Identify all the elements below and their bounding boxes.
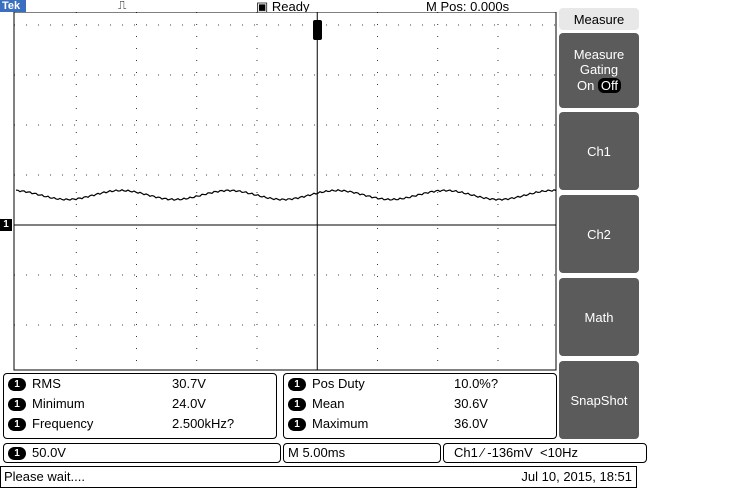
menu-button[interactable]: Ch1 — [559, 112, 639, 190]
trigger-position — [313, 20, 322, 40]
measurement-row: 1 Maximum 36.0V — [284, 414, 556, 434]
scale: 50.0V — [32, 445, 66, 460]
gating-label: Measure Gating — [569, 47, 629, 77]
brand: Tek — [0, 0, 26, 12]
trigger-info: Ch1 ⁄ -136mV <10Hz — [443, 443, 647, 463]
plot-frame — [14, 12, 556, 370]
measurement-value: 2.500kHz? — [172, 414, 234, 434]
measurement-value: 36.0V — [454, 414, 488, 434]
measurement-value: 30.7V — [172, 374, 206, 394]
datetime: Jul 10, 2015, 18:51 — [521, 467, 632, 487]
measurement-name: Pos Duty — [312, 376, 365, 391]
measurement-value: 30.6V — [454, 394, 488, 414]
measurement-name: Mean — [312, 396, 345, 411]
status-message: Please wait.... — [4, 467, 85, 487]
measurement-row: 1 Pos Duty 10.0%? — [284, 374, 556, 394]
measurement-value: 24.0V — [172, 394, 206, 414]
menu-button[interactable]: SnapShot — [559, 361, 639, 439]
graticule — [0, 12, 557, 372]
menu-button[interactable]: Math — [559, 278, 639, 356]
channel-scale: 1 50.0V — [3, 443, 281, 463]
scope-screen: Tek ⎍ ▣ Ready M Pos: 0.000s 1 1RMS30.7V1… — [0, 0, 739, 488]
channel-badge: 1 — [8, 447, 26, 460]
trigger-freq: <10Hz — [540, 445, 578, 460]
menu-button[interactable]: Ch2 — [559, 195, 639, 273]
measurement-panel-right: 1 Pos Duty 10.0%? 1 Mean 30.6V 1 Maximum 36.0V — [283, 373, 557, 439]
channel-marker: 1 — [0, 219, 12, 231]
measurement-row: 1 Minimum 24.0V — [4, 394, 276, 414]
measurement-value: 10.0%? — [454, 374, 498, 394]
channel-badge: 1 — [288, 398, 306, 411]
channel-badge: 1 — [288, 418, 306, 431]
measurement-panel-left: 1 RMS 30.7V 1 Minimum 24.0V 1 Frequency 2.500kHz… — [3, 373, 277, 439]
gating-on: On — [577, 78, 594, 93]
timebase: M 5.00ms — [283, 443, 441, 463]
channel-badge: 1 — [8, 378, 26, 391]
trigger-source: Ch1 — [454, 445, 478, 460]
channel-badge: 1 — [288, 378, 306, 391]
channel-badge: 1 — [8, 398, 26, 411]
measurement-row: 1 Frequency 2.500kHz? — [4, 414, 276, 434]
measurement-row: 1 RMS 30.7V — [4, 374, 276, 394]
trigger-level: -136mV — [487, 445, 533, 460]
measurement-name: Maximum — [312, 416, 368, 431]
menu-title: Measure — [559, 8, 639, 30]
channel-badge: 1 — [8, 418, 26, 431]
measurement-name: Frequency — [32, 416, 93, 431]
status-bar: Please wait.... Jul 10, 2015, 18:51 — [0, 466, 637, 488]
gating-button[interactable]: Measure Gating On Off — [559, 33, 639, 108]
gating-off: Off — [598, 78, 621, 93]
measurement-name: RMS — [32, 376, 61, 391]
measurement-row: 1 Mean 30.6V — [284, 394, 556, 414]
measurement-name: Minimum — [32, 396, 85, 411]
